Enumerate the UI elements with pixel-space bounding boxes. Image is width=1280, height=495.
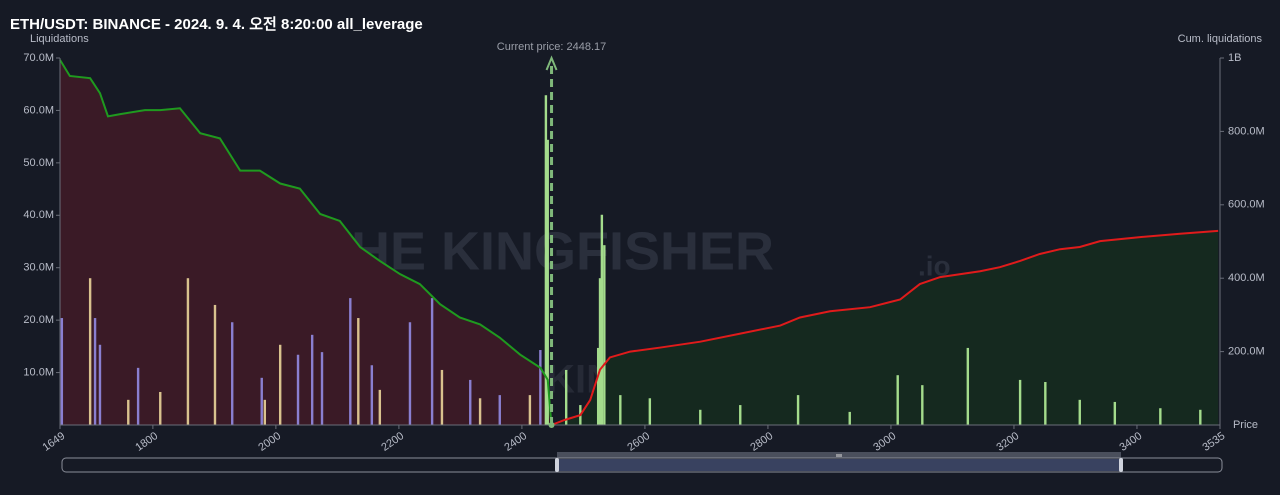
y-tick-label: 30.0M: [23, 262, 54, 274]
area-fill: [60, 59, 552, 426]
bar: [469, 379, 472, 425]
scroll-handle[interactable]: [1119, 458, 1123, 472]
y-tick-label: 20.0M: [23, 314, 54, 326]
y2-tick-label: 200.0M: [1228, 346, 1265, 358]
y2-tick-label: 1B: [1228, 52, 1241, 64]
y-tick-label: 10.0M: [23, 366, 54, 378]
bar: [310, 334, 314, 425]
x-axis-label: Price: [1233, 419, 1258, 431]
bar: [127, 399, 130, 425]
bar: [648, 398, 652, 425]
cumulative-line: [59, 59, 553, 426]
bar: [263, 399, 267, 425]
scrollbar[interactable]: [61, 452, 1223, 473]
bar: [848, 411, 851, 425]
bar: [619, 395, 622, 425]
bar: [544, 95, 548, 425]
cumulative-line: [551, 229, 1219, 426]
bar: [440, 369, 444, 425]
current-price-arrow: [545, 55, 558, 71]
bar: [1113, 401, 1117, 425]
y-tick-label: 60.0M: [23, 104, 54, 116]
y2-tick-label: 800.0M: [1228, 125, 1265, 137]
bar: [430, 298, 434, 425]
y2-tick-label: 600.0M: [1228, 199, 1265, 211]
bar: [966, 347, 970, 425]
bar: [159, 391, 162, 425]
bar: [921, 385, 924, 425]
y2-tick-label: 400.0M: [1228, 272, 1265, 284]
bar: [546, 139, 549, 425]
bar: [498, 395, 501, 425]
area-fill: [551, 230, 1219, 425]
scroll-window[interactable]: [557, 459, 1121, 471]
bar: [231, 322, 234, 425]
bar: [260, 377, 263, 425]
y-axis-label: Liquidations: [30, 33, 89, 45]
bar: [539, 350, 542, 425]
bar: [739, 405, 742, 425]
bar: [1018, 379, 1022, 425]
chart-title: ETH/USDT: BINANCE - 2024. 9. 4. 오전 8:20:…: [10, 16, 423, 33]
bar: [408, 322, 412, 425]
scroll-handle[interactable]: [555, 458, 559, 472]
y2-axis-label: Cum. liquidations: [1178, 33, 1263, 45]
bar: [349, 298, 352, 425]
bar: [186, 278, 190, 425]
y-tick-label: 40.0M: [23, 209, 54, 221]
bar: [213, 304, 217, 425]
bar: [896, 375, 899, 425]
bar: [1078, 399, 1081, 425]
bar: [320, 352, 324, 425]
bar: [596, 347, 600, 425]
bar: [357, 318, 360, 425]
scroll-frame: [61, 457, 1223, 473]
bar: [370, 365, 374, 425]
current-price-dot: [548, 422, 555, 428]
bar: [528, 395, 532, 425]
bar: [699, 409, 702, 425]
bar: [1159, 408, 1162, 425]
y-tick-label: 50.0M: [23, 157, 54, 169]
bar: [88, 278, 92, 425]
bar: [278, 344, 282, 425]
bar: [598, 278, 602, 425]
bar: [60, 318, 64, 425]
bar: [796, 395, 800, 425]
bar: [600, 214, 604, 425]
bar: [98, 344, 102, 425]
bar: [1044, 382, 1047, 425]
bar: [603, 245, 606, 425]
bar: [93, 318, 97, 425]
bar: [564, 369, 568, 425]
bar: [136, 367, 140, 425]
current-price-label: Current price: 2448.17: [497, 41, 606, 53]
bar: [478, 398, 482, 425]
y-tick-label: 70.0M: [23, 52, 54, 64]
scroll-grip: [836, 454, 842, 457]
bar: [1199, 409, 1202, 425]
bar: [378, 389, 382, 425]
bar: [296, 354, 300, 425]
plot: 10.0M 20.0M 30.0M 40.0M 50.0M 60.0M 70.0M 200.0…: [23, 41, 1264, 454]
